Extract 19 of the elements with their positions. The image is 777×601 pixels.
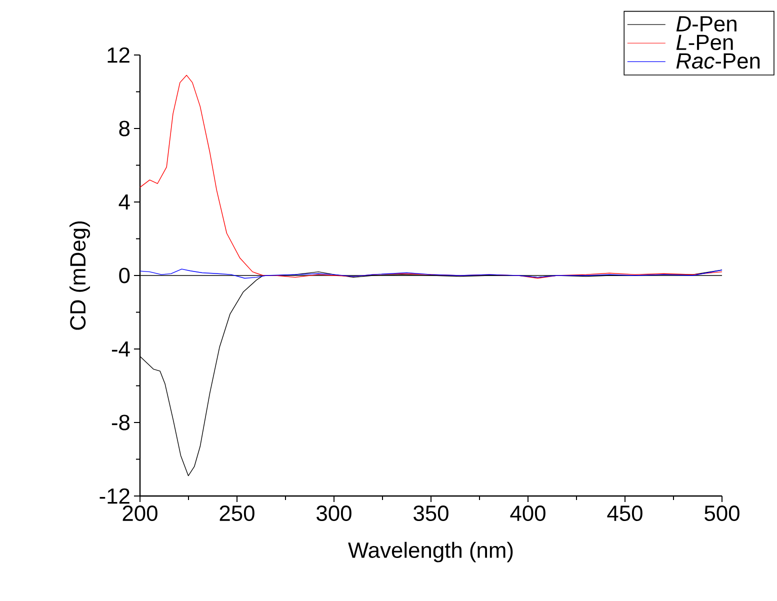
y-tick-label: 4 bbox=[118, 194, 130, 210]
y-tick-label: 12 bbox=[108, 47, 130, 63]
x-tick-label: 500 bbox=[704, 506, 740, 522]
y-axis-title: CD (mDeg) bbox=[70, 221, 90, 330]
x-tick-label: 250 bbox=[220, 506, 254, 522]
legend-label: Rac-Pen bbox=[676, 53, 760, 69]
x-tick-label: 300 bbox=[316, 506, 352, 522]
x-tick-label: 450 bbox=[607, 506, 642, 522]
x-tick-label: 350 bbox=[414, 506, 448, 522]
y-tick-label: -4 bbox=[112, 341, 130, 357]
y-tick-label: -8 bbox=[112, 414, 130, 430]
x-tick-label: 200 bbox=[122, 506, 158, 522]
legend-label: D-Pen bbox=[676, 16, 736, 32]
y-tick-label: 8 bbox=[119, 120, 130, 136]
legend-label: L-Pen bbox=[676, 34, 733, 50]
y-tick-label: -12 bbox=[100, 488, 130, 504]
y-tick-label: 0 bbox=[119, 268, 130, 284]
x-tick-label: 400 bbox=[510, 506, 546, 522]
x-axis-title: Wavelength (nm) bbox=[348, 542, 513, 562]
